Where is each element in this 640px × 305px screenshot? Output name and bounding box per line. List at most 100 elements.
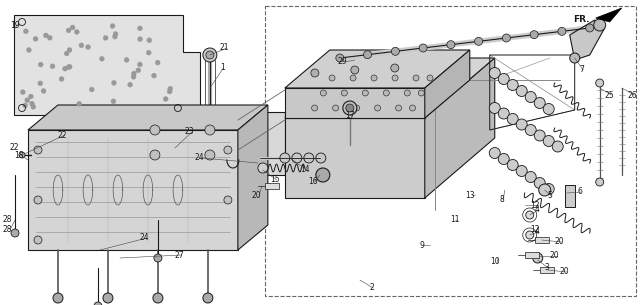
Circle shape <box>53 293 63 303</box>
Circle shape <box>539 184 551 196</box>
Circle shape <box>103 293 113 303</box>
Text: 12: 12 <box>530 225 540 235</box>
Circle shape <box>292 153 302 163</box>
Circle shape <box>124 57 129 62</box>
Circle shape <box>391 64 399 72</box>
Circle shape <box>532 253 543 263</box>
Circle shape <box>543 103 554 114</box>
Circle shape <box>350 75 356 81</box>
Text: 20: 20 <box>550 252 559 260</box>
Circle shape <box>24 29 28 34</box>
Circle shape <box>205 125 215 135</box>
Circle shape <box>31 104 36 109</box>
Circle shape <box>152 73 156 78</box>
Circle shape <box>77 101 82 106</box>
Text: 8: 8 <box>500 196 504 204</box>
Circle shape <box>127 82 132 87</box>
Circle shape <box>59 77 64 81</box>
Circle shape <box>499 74 509 84</box>
Circle shape <box>138 37 143 41</box>
Circle shape <box>146 50 151 55</box>
Polygon shape <box>285 58 495 118</box>
Circle shape <box>396 105 401 111</box>
Circle shape <box>22 103 28 108</box>
Circle shape <box>364 51 372 59</box>
Circle shape <box>489 102 500 113</box>
Text: 4: 4 <box>535 206 540 214</box>
Circle shape <box>11 229 19 237</box>
Polygon shape <box>14 15 200 115</box>
Circle shape <box>138 62 142 67</box>
Text: 22: 22 <box>10 143 19 152</box>
Text: 1: 1 <box>220 63 225 73</box>
Circle shape <box>427 75 433 81</box>
Text: 14: 14 <box>300 166 310 174</box>
Text: FR.: FR. <box>573 16 589 24</box>
Circle shape <box>153 293 163 303</box>
Circle shape <box>586 24 594 32</box>
Circle shape <box>516 166 527 177</box>
Circle shape <box>280 153 290 163</box>
Circle shape <box>131 71 136 76</box>
Polygon shape <box>28 105 268 130</box>
Circle shape <box>86 45 90 49</box>
Circle shape <box>552 141 563 152</box>
Circle shape <box>594 19 605 31</box>
Text: 13: 13 <box>465 191 474 199</box>
Circle shape <box>383 90 389 96</box>
Circle shape <box>20 90 26 95</box>
Text: 5: 5 <box>548 192 552 200</box>
Circle shape <box>150 125 160 135</box>
Circle shape <box>329 75 335 81</box>
Circle shape <box>596 79 604 87</box>
Circle shape <box>341 90 348 96</box>
Circle shape <box>34 146 42 154</box>
Circle shape <box>154 254 162 262</box>
Circle shape <box>103 35 108 40</box>
Circle shape <box>391 47 399 55</box>
Text: 15: 15 <box>270 175 280 185</box>
Text: 27: 27 <box>175 250 184 260</box>
Circle shape <box>38 62 43 67</box>
Circle shape <box>74 30 79 34</box>
Circle shape <box>70 25 75 30</box>
Circle shape <box>111 81 116 85</box>
Circle shape <box>311 69 319 77</box>
Text: 23: 23 <box>185 127 195 137</box>
Circle shape <box>167 89 172 94</box>
Circle shape <box>113 34 117 39</box>
Text: 2: 2 <box>370 284 374 292</box>
Circle shape <box>475 37 483 45</box>
Circle shape <box>34 236 42 244</box>
Circle shape <box>525 231 534 239</box>
Circle shape <box>34 196 42 204</box>
Circle shape <box>66 65 71 70</box>
Circle shape <box>64 51 69 56</box>
Circle shape <box>205 150 215 160</box>
Circle shape <box>163 96 168 102</box>
Text: 6: 6 <box>578 188 582 196</box>
Text: 18: 18 <box>14 150 24 160</box>
Polygon shape <box>285 50 470 88</box>
Bar <box>564 185 575 207</box>
Circle shape <box>203 48 217 62</box>
Circle shape <box>525 124 536 135</box>
Text: 16: 16 <box>308 178 317 186</box>
Text: 10: 10 <box>490 257 499 267</box>
Polygon shape <box>570 20 605 60</box>
Circle shape <box>343 101 357 115</box>
Circle shape <box>362 90 368 96</box>
Polygon shape <box>425 50 470 118</box>
Circle shape <box>413 75 419 81</box>
Polygon shape <box>285 118 425 198</box>
Circle shape <box>131 74 136 79</box>
Circle shape <box>111 99 116 104</box>
Circle shape <box>110 23 115 28</box>
Circle shape <box>316 153 326 163</box>
Polygon shape <box>238 105 268 250</box>
Polygon shape <box>115 112 285 175</box>
Circle shape <box>333 105 339 111</box>
Circle shape <box>224 146 232 154</box>
Text: 26: 26 <box>628 91 637 99</box>
Text: 7: 7 <box>580 66 584 74</box>
